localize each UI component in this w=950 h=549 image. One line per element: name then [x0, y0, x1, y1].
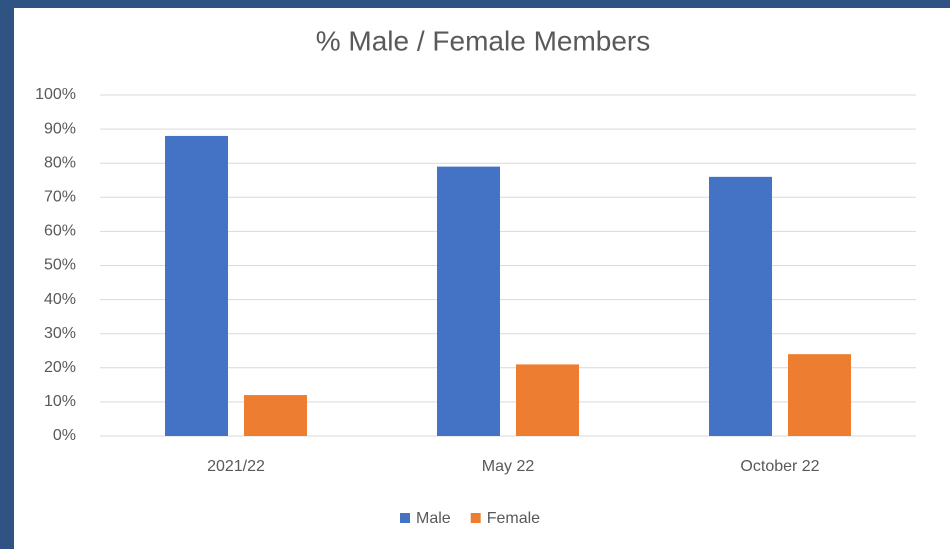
bar	[788, 354, 851, 436]
x-tick-label: 2021/22	[207, 458, 265, 475]
x-tick-label: October 22	[740, 458, 819, 475]
bar	[165, 135, 228, 437]
bar	[516, 364, 579, 436]
bar	[709, 176, 772, 436]
y-tick-label: 80%	[44, 154, 76, 171]
y-tick-label: 30%	[44, 325, 76, 342]
y-tick-label: 70%	[44, 189, 76, 206]
bar	[244, 395, 307, 436]
y-tick-label: 60%	[44, 223, 76, 240]
chart-title: % Male / Female Members	[316, 25, 651, 56]
legend-swatch	[400, 513, 410, 523]
y-tick-label: 0%	[53, 427, 76, 444]
y-tick-label: 10%	[44, 393, 76, 410]
bar	[437, 166, 500, 437]
legend-label: Male	[416, 510, 451, 527]
y-tick-label: 50%	[44, 257, 76, 274]
legend-label: Female	[487, 510, 540, 527]
y-tick-label: 20%	[44, 359, 76, 376]
legend-swatch	[470, 513, 481, 523]
x-tick-label: May 22	[482, 458, 535, 475]
y-tick-label: 90%	[44, 120, 76, 137]
y-tick-label: 40%	[44, 291, 76, 308]
y-tick-label: 100%	[35, 86, 76, 103]
